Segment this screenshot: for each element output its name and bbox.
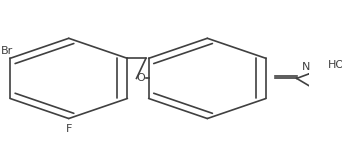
- Text: O: O: [137, 73, 145, 83]
- Text: Br: Br: [1, 46, 13, 56]
- Text: HO: HO: [327, 60, 342, 70]
- Text: F: F: [66, 124, 72, 134]
- Text: N: N: [302, 62, 310, 72]
